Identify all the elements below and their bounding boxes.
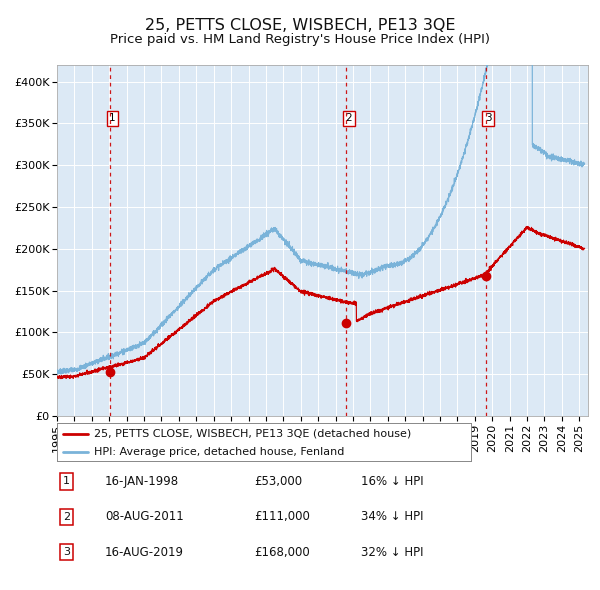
Text: Price paid vs. HM Land Registry's House Price Index (HPI): Price paid vs. HM Land Registry's House … <box>110 33 490 46</box>
Text: 3: 3 <box>63 548 70 557</box>
Text: 1: 1 <box>109 113 116 123</box>
Text: £53,000: £53,000 <box>254 475 303 488</box>
Text: 25, PETTS CLOSE, WISBECH, PE13 3QE (detached house): 25, PETTS CLOSE, WISBECH, PE13 3QE (deta… <box>94 429 412 439</box>
Text: 1: 1 <box>63 477 70 486</box>
Text: HPI: Average price, detached house, Fenland: HPI: Average price, detached house, Fenl… <box>94 447 344 457</box>
Text: 16-JAN-1998: 16-JAN-1998 <box>105 475 179 488</box>
Text: 2: 2 <box>63 512 70 522</box>
Text: 32% ↓ HPI: 32% ↓ HPI <box>361 546 424 559</box>
Text: 25, PETTS CLOSE, WISBECH, PE13 3QE: 25, PETTS CLOSE, WISBECH, PE13 3QE <box>145 18 455 32</box>
Text: £111,000: £111,000 <box>254 510 310 523</box>
Text: 08-AUG-2011: 08-AUG-2011 <box>105 510 184 523</box>
Text: 2: 2 <box>346 113 352 123</box>
Text: £168,000: £168,000 <box>254 546 310 559</box>
Text: 16-AUG-2019: 16-AUG-2019 <box>105 546 184 559</box>
Text: 34% ↓ HPI: 34% ↓ HPI <box>361 510 424 523</box>
Text: 3: 3 <box>485 113 491 123</box>
Text: 16% ↓ HPI: 16% ↓ HPI <box>361 475 424 488</box>
